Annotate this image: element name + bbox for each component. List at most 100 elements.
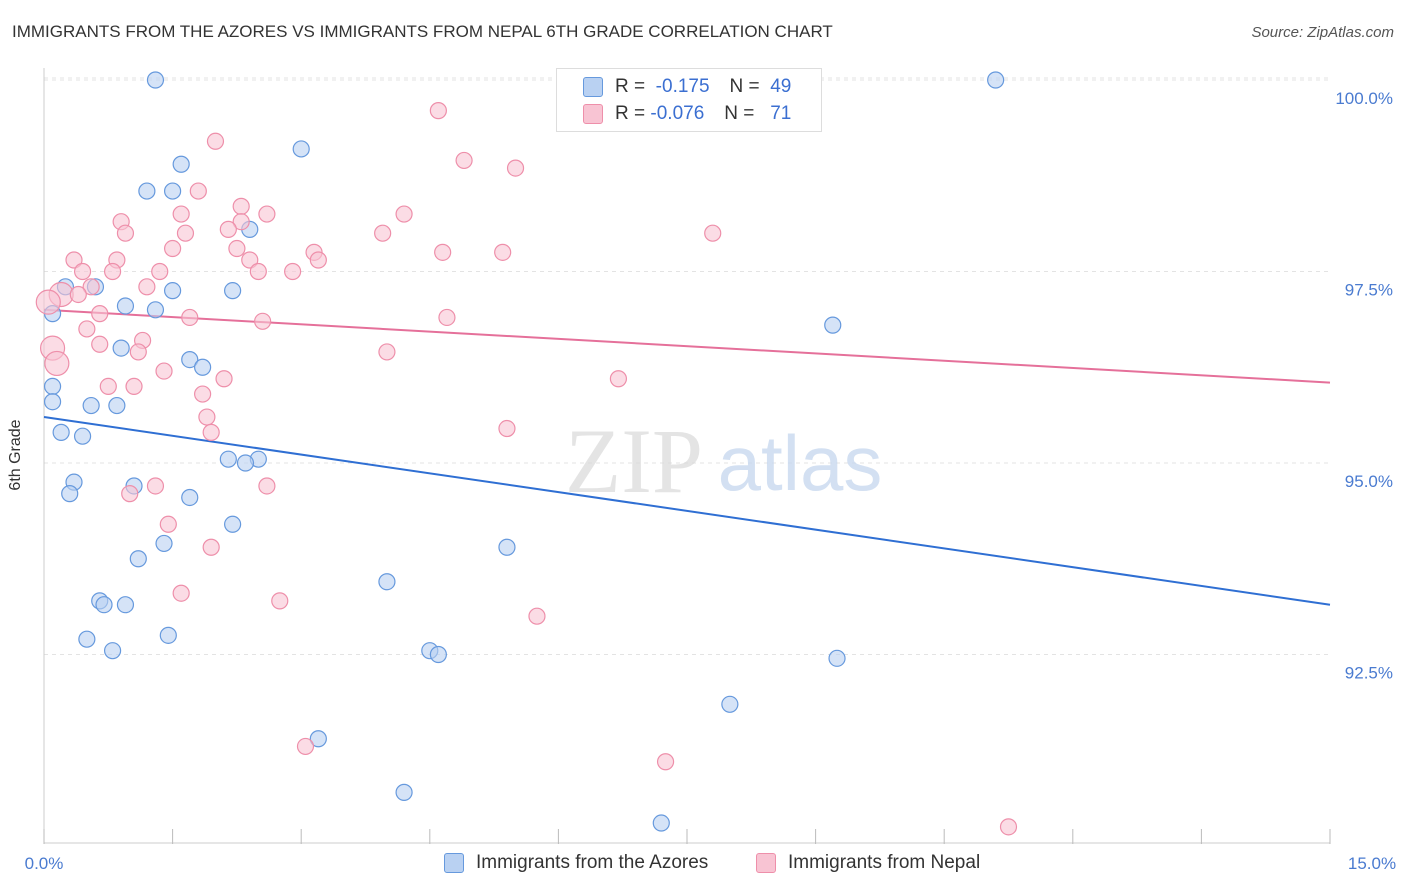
point-azores: [78, 630, 96, 648]
point-azores: [824, 316, 842, 334]
point-nepal: [172, 584, 190, 602]
trend-line: [43, 308, 1331, 384]
point-azores: [52, 423, 70, 441]
point-azores: [378, 573, 396, 591]
nepal-swatch: [756, 853, 776, 873]
point-azores: [73, 427, 92, 445]
point-nepal: [73, 262, 92, 281]
point-nepal: [65, 251, 83, 269]
point-nepal: [528, 607, 546, 625]
point-nepal: [249, 262, 267, 281]
point-nepal: [609, 370, 628, 388]
point-azores: [129, 550, 147, 568]
point-nepal: [232, 197, 250, 215]
point-nepal: [429, 102, 447, 120]
legend-label: Immigrants from Nepal: [788, 852, 981, 873]
point-azores: [159, 626, 177, 644]
point-azores: [828, 649, 846, 667]
point-azores: [112, 339, 130, 357]
point-nepal: [91, 305, 109, 323]
y-tick-label: 92.5%: [1345, 664, 1393, 683]
point-nepal: [254, 312, 272, 330]
legend-row-azores: R = -0.175 N = 49: [583, 75, 791, 99]
point-nepal: [82, 278, 100, 296]
point-azores: [116, 596, 135, 614]
point-nepal: [194, 385, 212, 403]
y-tick-label: 95.0%: [1345, 472, 1393, 491]
trend-line: [43, 416, 1331, 606]
point-nepal: [44, 350, 70, 377]
n-value: 71: [770, 103, 792, 124]
x-tick-label-min: 0.0%: [25, 854, 64, 873]
point-nepal: [121, 485, 139, 503]
point-nepal: [155, 362, 173, 380]
watermark: ZIP atlas: [565, 410, 882, 512]
point-nepal: [99, 377, 117, 395]
watermark-atlas: atlas: [718, 419, 883, 507]
watermark-zip: ZIP: [565, 410, 703, 512]
point-azores: [172, 155, 190, 173]
point-nepal: [438, 308, 456, 327]
point-nepal: [999, 818, 1018, 836]
point-nepal: [181, 308, 199, 327]
point-azores: [61, 485, 79, 503]
point-azores: [194, 358, 212, 376]
point-nepal: [35, 289, 61, 315]
correlation-legend: R = -0.175 N = 49 R = -0.076 N = 71: [556, 68, 822, 132]
point-nepal: [164, 239, 182, 258]
point-nepal: [258, 477, 276, 495]
point-nepal: [656, 753, 675, 771]
point-azores: [224, 515, 242, 533]
n-value: 49: [770, 76, 792, 97]
point-nepal: [228, 239, 246, 258]
n-label: N =: [729, 76, 760, 97]
y-tick-label: 100.0%: [1335, 89, 1393, 108]
r-label: R =: [615, 76, 646, 97]
point-nepal: [189, 182, 207, 200]
point-azores: [155, 534, 173, 553]
point-nepal: [129, 343, 147, 361]
r-value: -0.175: [655, 76, 710, 97]
point-nepal: [271, 592, 289, 610]
point-nepal: [395, 205, 413, 223]
legend-item-azores: Immigrants from the Azores: [444, 852, 708, 874]
point-azores: [236, 454, 255, 472]
point-nepal: [146, 477, 165, 495]
nepal-swatch: [583, 104, 603, 124]
x-tick-label-max: 15.0%: [1348, 854, 1396, 873]
point-nepal: [494, 243, 512, 261]
r-value: -0.076: [650, 103, 705, 124]
point-nepal: [455, 151, 473, 170]
point-nepal: [125, 377, 143, 395]
legend-item-nepal: Immigrants from Nepal: [756, 852, 980, 874]
point-nepal: [176, 224, 195, 242]
point-azores: [219, 450, 237, 468]
point-nepal: [159, 515, 177, 533]
source-label: Source: ZipAtlas.com: [1251, 24, 1394, 41]
axes: [43, 68, 1331, 844]
point-nepal: [91, 335, 109, 353]
legend-row-nepal: R = -0.076 N = 71: [583, 102, 791, 126]
point-azores: [95, 596, 113, 614]
point-nepal: [498, 419, 516, 438]
point-nepal: [202, 538, 220, 556]
point-nepal: [202, 423, 220, 441]
chart-title: IMMIGRANTS FROM THE AZORES VS IMMIGRANTS…: [12, 22, 833, 41]
point-azores: [146, 301, 165, 319]
point-nepal: [198, 408, 216, 426]
point-nepal: [434, 243, 452, 261]
point-azores: [987, 71, 1005, 89]
point-nepal: [232, 213, 250, 231]
point-nepal: [215, 370, 233, 388]
point-azores: [181, 488, 199, 507]
point-azores: [108, 396, 126, 415]
point-nepal: [258, 205, 276, 223]
point-azores: [721, 695, 739, 713]
point-nepal: [378, 343, 396, 361]
point-nepal: [206, 132, 225, 150]
point-nepal: [78, 320, 96, 338]
point-azores: [164, 282, 182, 300]
tick-labels: 100.0% 97.5% 95.0% 92.5% 0.0% 15.0%: [25, 89, 1396, 873]
point-azores: [116, 297, 135, 315]
